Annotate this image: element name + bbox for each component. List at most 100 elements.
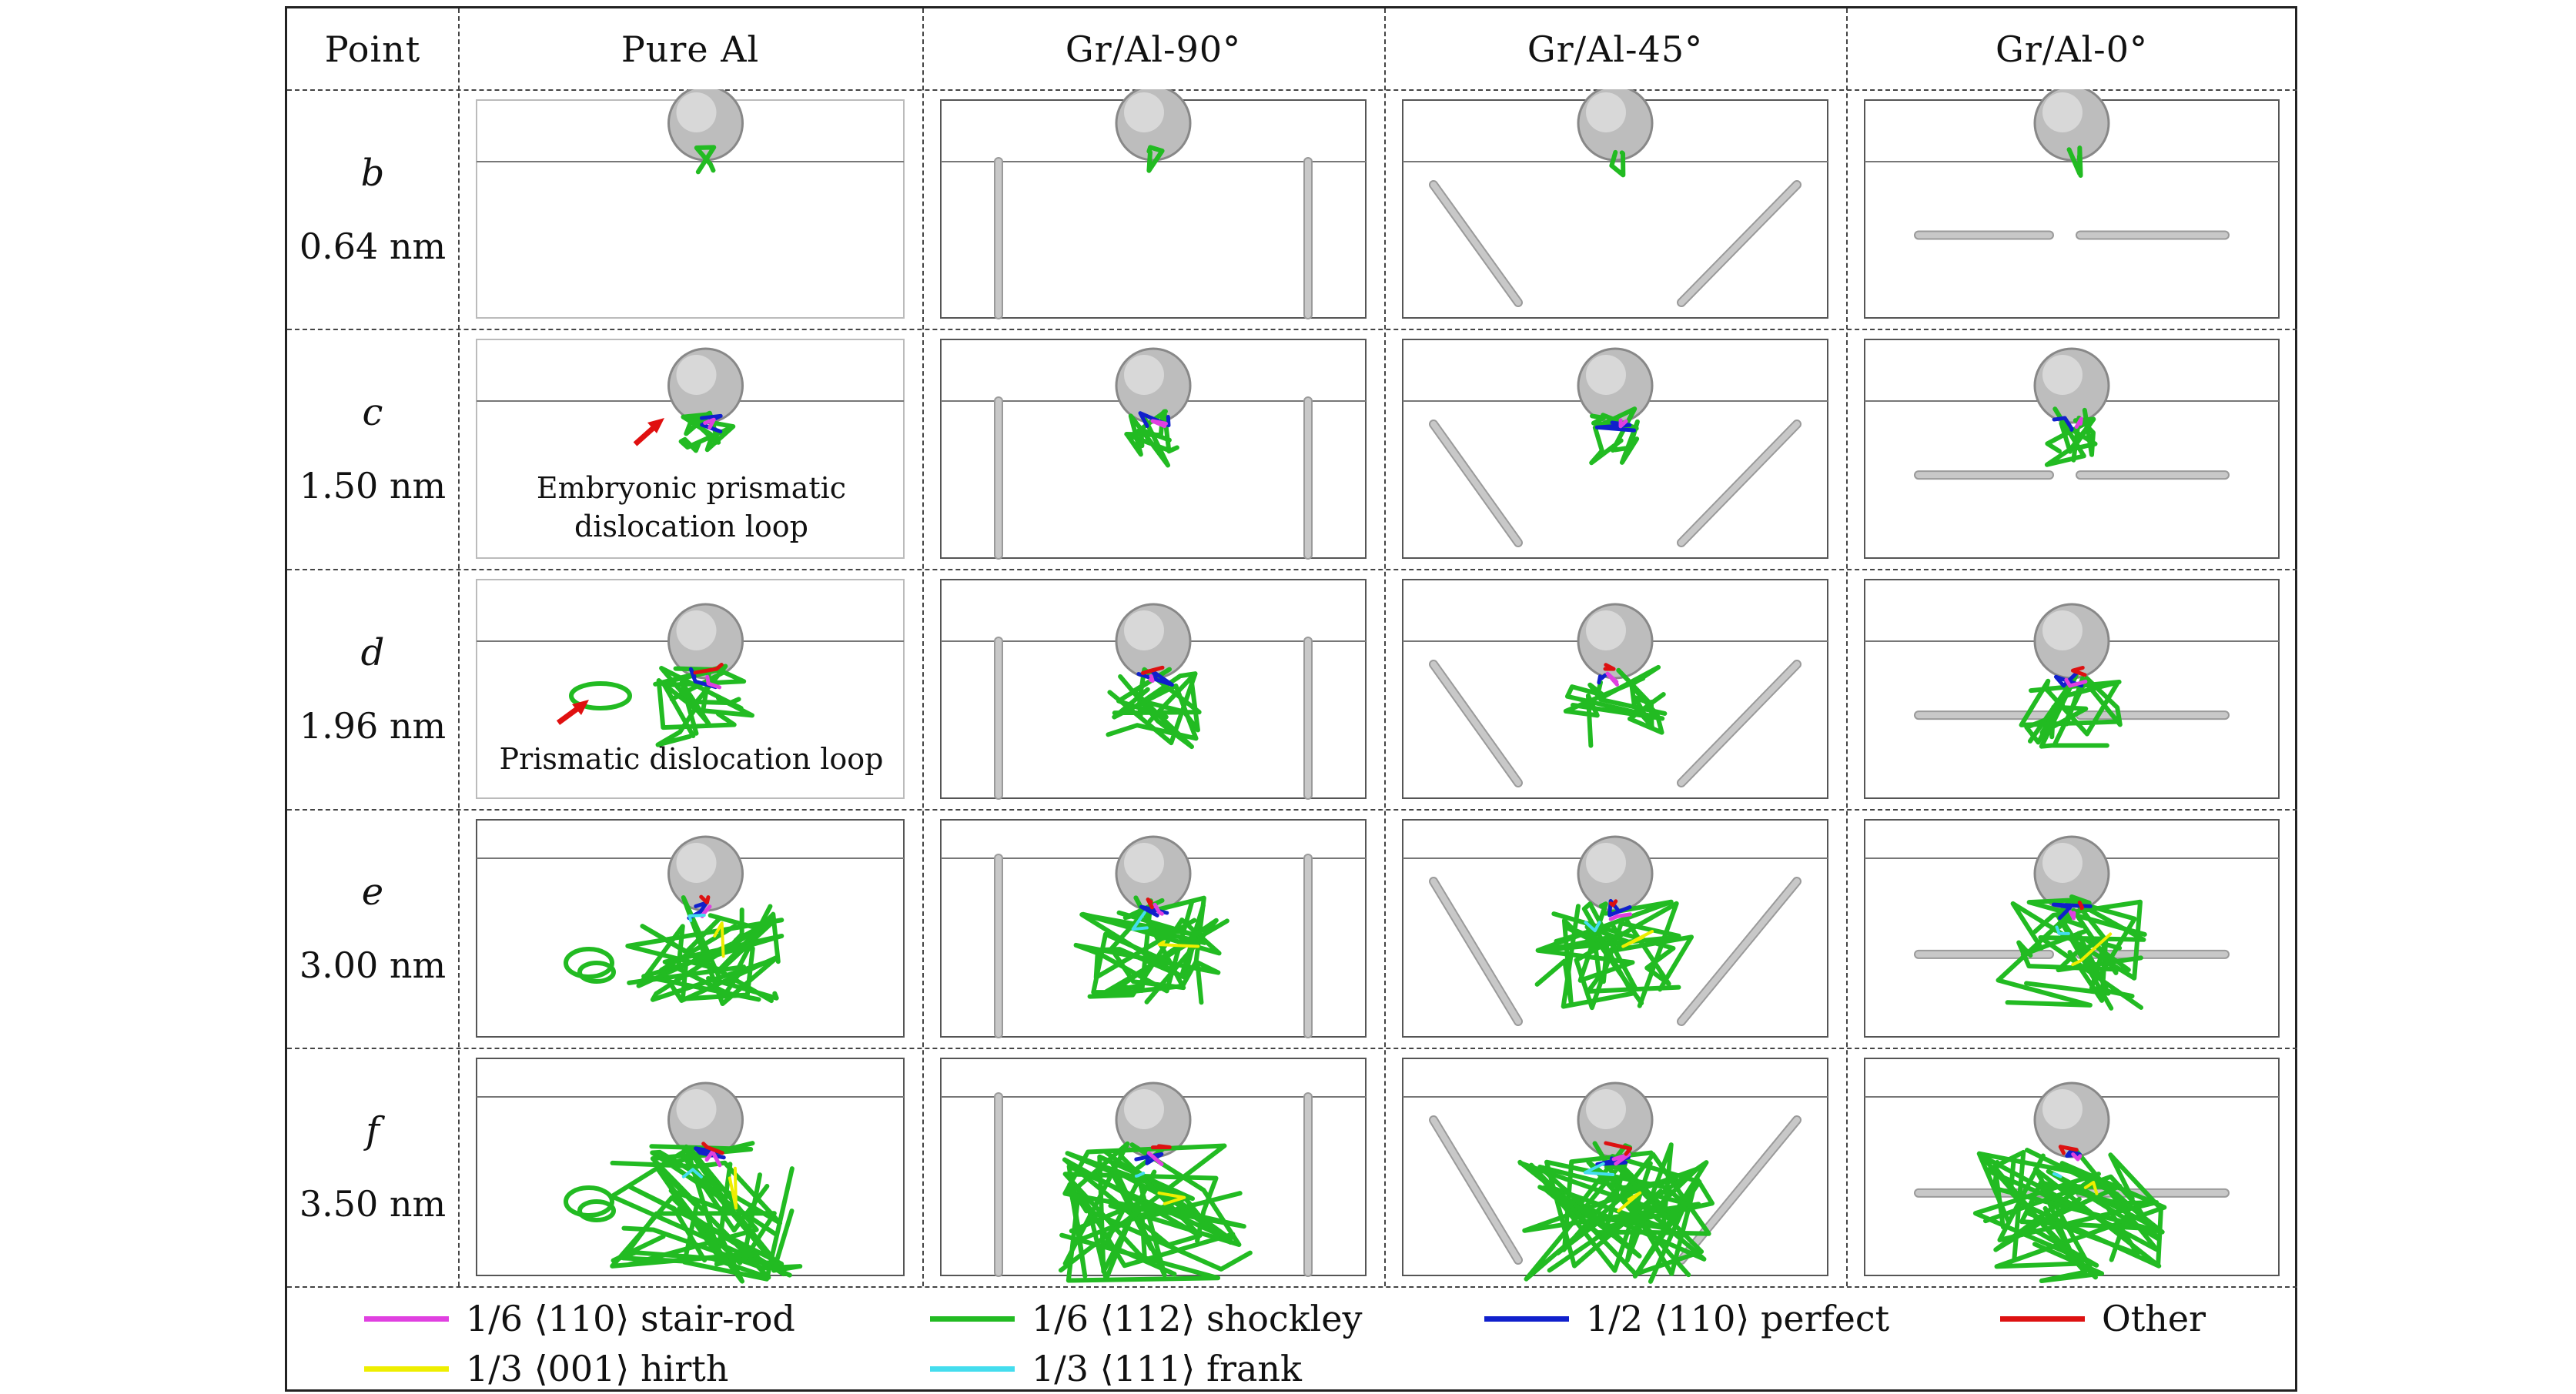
dislocation-line bbox=[1984, 1149, 2096, 1262]
legend-label: Other bbox=[2102, 1298, 2206, 1339]
dislocation-line bbox=[1621, 930, 1654, 948]
dislocation-line bbox=[694, 145, 717, 175]
row-point: c bbox=[362, 391, 383, 434]
dislocation-line bbox=[704, 1149, 722, 1168]
dislocation-line bbox=[2077, 901, 2085, 911]
panel-drawing bbox=[940, 89, 1367, 319]
row-label-f: f 3.50 nm bbox=[287, 1048, 458, 1286]
panel-drawing bbox=[940, 579, 1367, 800]
panel-g0-row2 bbox=[1846, 569, 2297, 809]
legend-label: 1/3 ⟨111⟩ frank bbox=[1032, 1348, 1302, 1389]
dislocation-line bbox=[1529, 1161, 1705, 1277]
dislocation-line bbox=[2071, 1152, 2083, 1162]
grid-line bbox=[287, 1048, 2297, 1049]
legend-stair-rod: 1/6 ⟨110⟩ stair-rod bbox=[364, 1298, 795, 1339]
header-col-label: Gr/Al-0° bbox=[1996, 28, 2148, 70]
panel-g45-row4 bbox=[1384, 1048, 1846, 1286]
dislocation-line bbox=[1564, 680, 1665, 721]
dislocation-line bbox=[649, 1144, 771, 1280]
dislocation-line bbox=[1062, 1172, 1243, 1262]
dislocation-line bbox=[1109, 895, 1186, 991]
dislocation-line bbox=[1131, 911, 1149, 931]
graphene-sheet-highlight bbox=[1430, 878, 1521, 1025]
dislocation-line bbox=[1106, 683, 1199, 741]
dislocation-line bbox=[693, 663, 724, 675]
dislocation-line bbox=[1116, 667, 1194, 750]
annotation-text: Prismatic dislocation loop bbox=[499, 742, 884, 776]
dislocation-line bbox=[1608, 912, 1633, 921]
dislocation-line bbox=[1146, 897, 1154, 910]
header-col-pure-al: Pure Al bbox=[458, 8, 922, 89]
grid-line bbox=[1846, 8, 1848, 1286]
dislocation-line bbox=[1604, 1141, 1633, 1156]
panel-g90-row1 bbox=[922, 329, 1384, 569]
dislocation-line bbox=[1564, 925, 1681, 995]
legend-swatch bbox=[364, 1315, 449, 1322]
dislocation-line bbox=[2052, 416, 2074, 432]
row-size: 1.50 nm bbox=[299, 465, 447, 506]
legend-other: Other bbox=[2000, 1298, 2206, 1339]
panel-g45-row1 bbox=[1384, 329, 1846, 569]
graphene-sheet-highlight bbox=[1430, 661, 1521, 786]
header-point: Point bbox=[287, 8, 458, 89]
indenter-highlight bbox=[1586, 843, 1626, 883]
graphene-sheet-highlight bbox=[1430, 1117, 1521, 1263]
dislocation-line bbox=[1617, 1191, 1642, 1213]
graphene-sheet-highlight bbox=[1430, 182, 1521, 306]
dislocation-loop bbox=[577, 961, 616, 984]
dislocation-line bbox=[1584, 921, 1601, 933]
dislocation-line bbox=[1972, 1172, 2123, 1268]
dislocation-line bbox=[1618, 418, 1628, 429]
dislocation-line bbox=[699, 894, 711, 904]
dislocation-line bbox=[1157, 940, 1200, 948]
indenter-highlight bbox=[2042, 1089, 2083, 1129]
indenter-highlight bbox=[2042, 610, 2083, 650]
header-col-gr0: Gr/Al-0° bbox=[1846, 8, 2297, 89]
indenter-highlight bbox=[2042, 355, 2083, 395]
panel-pure-row3 bbox=[458, 809, 922, 1048]
arrow-head bbox=[572, 700, 589, 715]
legend-label: 1/3 ⟨001⟩ hirth bbox=[466, 1348, 729, 1389]
dislocation-line bbox=[1611, 1152, 1631, 1166]
indenter-highlight bbox=[1586, 92, 1626, 132]
legend-frank: 1/3 ⟨111⟩ frank bbox=[930, 1348, 1302, 1389]
dislocation-line bbox=[706, 904, 779, 1001]
indenter-highlight bbox=[1586, 610, 1626, 650]
panel-drawing bbox=[1864, 579, 2280, 799]
grid-line bbox=[287, 809, 2297, 811]
dislocation-line bbox=[1153, 902, 1164, 916]
dislocation-line bbox=[1138, 411, 1171, 428]
graphene-sheet-highlight bbox=[1678, 661, 1800, 786]
dislocation-line bbox=[1146, 1151, 1164, 1166]
dislocation-line bbox=[1136, 669, 1174, 687]
legend-swatch bbox=[364, 1366, 449, 1372]
graphene-sheet-highlight bbox=[1678, 878, 1800, 1025]
panel-drawing bbox=[940, 1058, 1367, 1283]
dislocation-line bbox=[1979, 1148, 2159, 1283]
dislocation-line bbox=[1112, 898, 1219, 1005]
dislocation-line bbox=[1534, 918, 1610, 1005]
dislocation-loop bbox=[577, 1199, 616, 1222]
panel-drawing bbox=[476, 579, 905, 799]
dislocation-line bbox=[2083, 1181, 2099, 1195]
grid-line bbox=[287, 1286, 2297, 1288]
dislocation-loop bbox=[564, 1185, 614, 1218]
dislocation-line bbox=[681, 410, 721, 445]
dislocation-line bbox=[2019, 678, 2120, 737]
indenter-highlight bbox=[676, 92, 717, 132]
panel-g45-row3 bbox=[1384, 809, 1846, 1048]
dislocation-line bbox=[1613, 419, 1640, 465]
header-col-label: Pure Al bbox=[621, 28, 760, 70]
dislocation-line bbox=[625, 911, 785, 972]
panel-pure-row0 bbox=[458, 89, 922, 329]
annotation-prismatic-loop: Prismatic dislocation loop bbox=[472, 740, 911, 778]
panel-drawing bbox=[476, 89, 905, 319]
dislocation-line bbox=[1561, 901, 1638, 1009]
indenter-highlight bbox=[1124, 355, 1164, 395]
indenter-highlight bbox=[1586, 1089, 1626, 1129]
legend-perfect: 1/2 ⟨110⟩ perfect bbox=[1484, 1298, 1889, 1339]
dislocation-line bbox=[2052, 1172, 2062, 1178]
dislocation-loop bbox=[564, 947, 614, 979]
panel-g0-row1 bbox=[1846, 329, 2297, 569]
dislocation-line bbox=[688, 667, 718, 690]
